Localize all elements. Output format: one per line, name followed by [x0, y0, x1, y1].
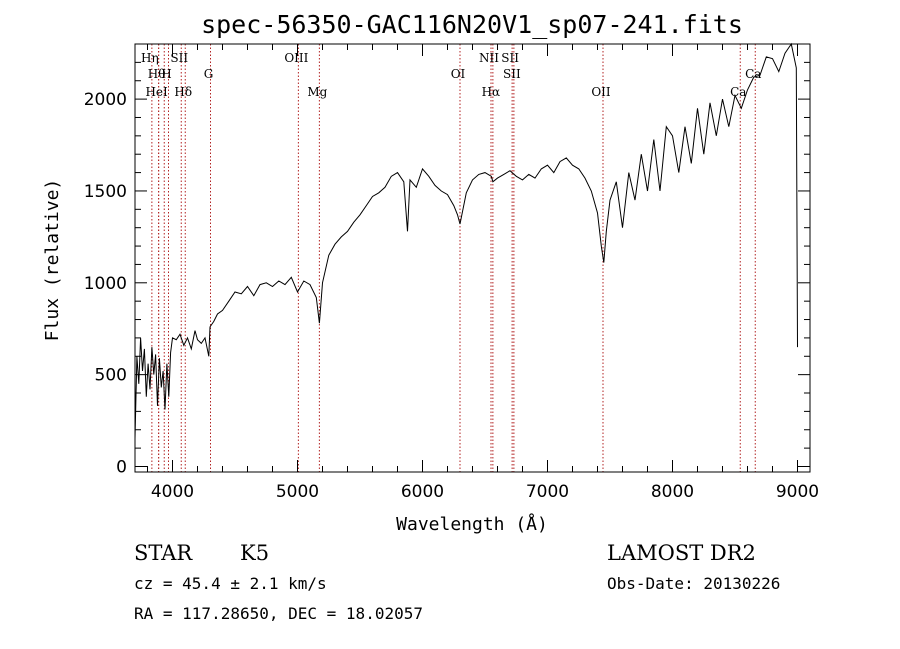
- y-axis: 0 500 1000 1500 2000: [84, 61, 810, 477]
- spectral-line-label-5: SII: [170, 51, 188, 65]
- object-class: STAR: [134, 541, 193, 565]
- x-tick-label-0: 4000: [151, 482, 194, 502]
- y-tick-label-3: 1500: [84, 182, 127, 202]
- x-tick-label-5: 9000: [776, 482, 819, 502]
- spectral-line-label-10: OI: [451, 67, 466, 81]
- y-axis-label: Flux (relative): [42, 179, 63, 342]
- y-tick-label-1: 500: [95, 366, 127, 386]
- x-tick-label-2: 6000: [401, 482, 444, 502]
- x-tick-label-3: 7000: [526, 482, 569, 502]
- spectral-line-label-13: SII: [501, 51, 519, 65]
- obs-date-text: Obs-Date: 20130226: [607, 574, 780, 593]
- spectral-line-label-0: Hη: [141, 51, 159, 65]
- plot-frame: [134, 43, 811, 473]
- object-subclass: K5: [240, 541, 269, 565]
- spectral-line-label-14: SII: [503, 67, 521, 81]
- spectral-line-markers: [151, 44, 756, 472]
- coordinates-text: RA = 117.28650, DEC = 18.02057: [134, 604, 423, 623]
- x-axis-label: Wavelength (Å): [396, 513, 548, 535]
- spectral-line-label-6: Hδ: [174, 85, 192, 99]
- x-tick-label-1: 5000: [276, 482, 319, 502]
- spectral-line-label-7: G: [204, 67, 214, 81]
- spectral-line-label-12: Hα: [482, 85, 501, 99]
- redshift-text: cz = 45.4 ± 2.1 km/s: [134, 574, 327, 593]
- x-tick-label-4: 8000: [651, 482, 694, 502]
- spectral-line-label-4: H: [161, 67, 171, 81]
- y-tick-label-0: 0: [116, 457, 127, 477]
- chart-title: spec-56350-GAC116N20V1_sp07-241.fits: [201, 10, 743, 39]
- y-tick-label-4: 2000: [84, 90, 127, 110]
- survey-name: LAMOST DR2: [607, 541, 756, 565]
- spectral-line-label-1: Hθ: [148, 67, 166, 81]
- spectral-line-label-8: OIII: [284, 51, 308, 65]
- spectral-line-label-9: Mg: [307, 85, 327, 99]
- spectral-line-label-2: HeI: [145, 85, 168, 99]
- x-axis: 4000 5000 6000 7000 8000 9000: [147, 44, 819, 502]
- y-tick-label-2: 1000: [84, 274, 127, 294]
- spectral-line-label-15: OII: [591, 85, 611, 99]
- spectrum-line: [134, 42, 798, 439]
- spectral-line-label-16: Ca: [730, 85, 746, 99]
- spectral-line-label-17: Ca: [745, 67, 761, 81]
- spectral-line-label-11: NII: [479, 51, 499, 65]
